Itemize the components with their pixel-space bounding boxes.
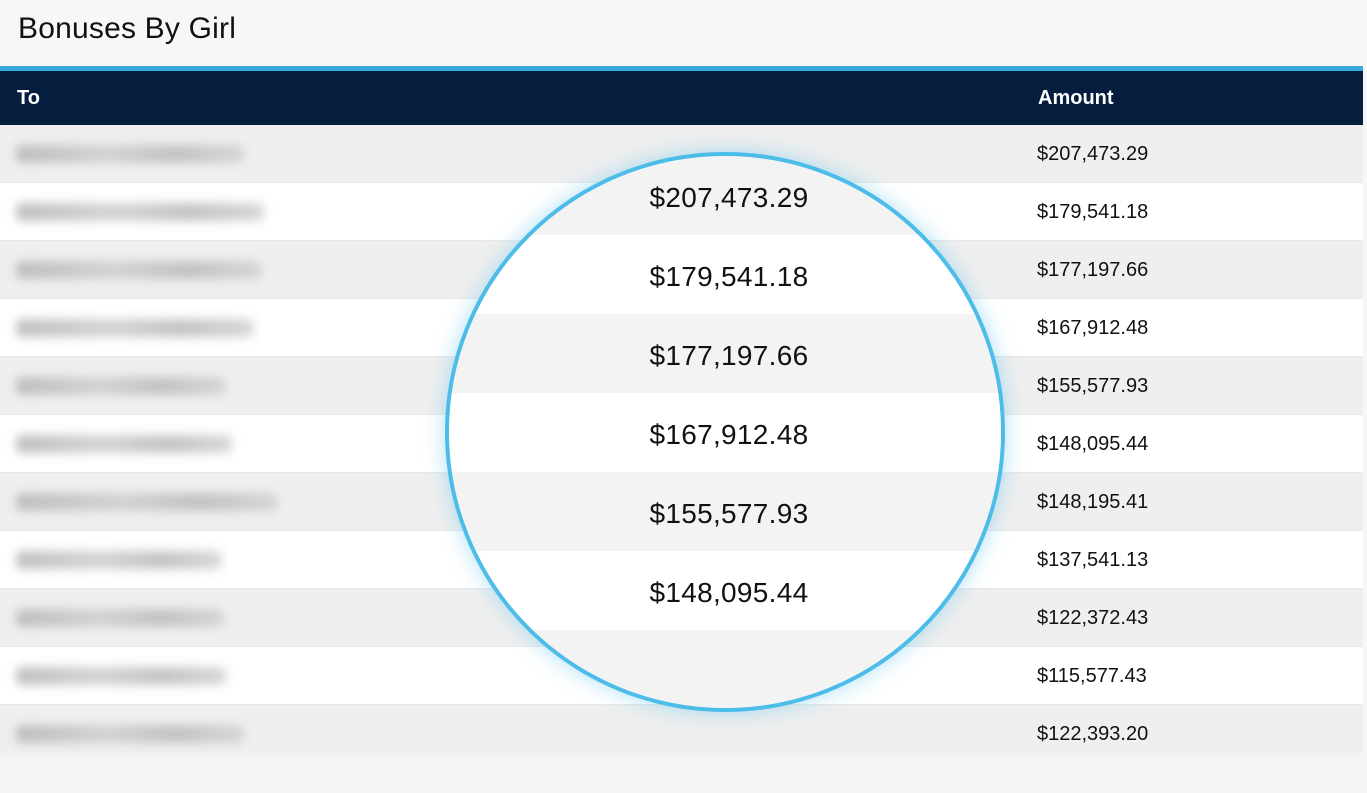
magnified-amount: $207,473.29 [649, 182, 809, 213]
amount-cell: $177,197.66 [1037, 259, 1149, 281]
redacted-name [16, 319, 254, 337]
amount-cell: $207,473.29 [1037, 143, 1149, 165]
magnified-amount: $179,541.18 [649, 261, 809, 292]
page-title: Bonuses By Girl [18, 12, 237, 45]
amount-cell: $167,912.48 [1037, 317, 1149, 339]
amount-cell: $155,577.93 [1037, 375, 1149, 397]
magnified-row: $148,095.44 [449, 551, 1001, 630]
magnified-row: $179,541.18 [449, 235, 1001, 314]
redacted-name [16, 609, 224, 627]
redacted-name [16, 377, 226, 395]
magnified-row: $177,197.66 [449, 314, 1001, 393]
redacted-name [16, 493, 278, 511]
column-header-to[interactable]: To [17, 87, 40, 109]
amount-cell: $122,372.43 [1037, 607, 1149, 629]
redacted-name [16, 725, 244, 743]
magnified-amount: $155,577.93 [649, 498, 809, 529]
magnified-amount: $148,095.44 [649, 577, 809, 608]
redacted-name [16, 203, 264, 221]
magnified-row: $207,473.29 [449, 156, 1001, 235]
redacted-name [16, 145, 244, 163]
page-footer-space [0, 753, 1367, 793]
amount-cell: $148,095.44 [1037, 433, 1149, 455]
magnified-row: $155,577.93 [449, 472, 1001, 551]
magnified-amount: $167,912.48 [649, 419, 809, 450]
amount-cell: $148,195.41 [1037, 491, 1149, 513]
redacted-name [16, 261, 262, 279]
redacted-name [16, 667, 226, 685]
table-accent-bar [0, 66, 1363, 71]
magnified-row-empty [449, 630, 1001, 708]
amount-cell: $115,577.43 [1037, 665, 1147, 687]
magnifier-overlay: $207,473.29 $179,541.18 $177,197.66 $167… [445, 152, 1005, 712]
amount-cell: $122,393.20 [1037, 723, 1149, 745]
page-header: Bonuses By Girl [0, 0, 1367, 66]
redacted-name [16, 435, 232, 453]
magnified-amount: $177,197.66 [649, 340, 809, 371]
redacted-name [16, 551, 222, 569]
magnified-row: $167,912.48 [449, 393, 1001, 472]
table-header: To Amount [0, 71, 1363, 125]
column-header-amount[interactable]: Amount [1038, 87, 1114, 109]
amount-cell: $137,541.13 [1037, 549, 1149, 571]
amount-cell: $179,541.18 [1037, 201, 1149, 223]
